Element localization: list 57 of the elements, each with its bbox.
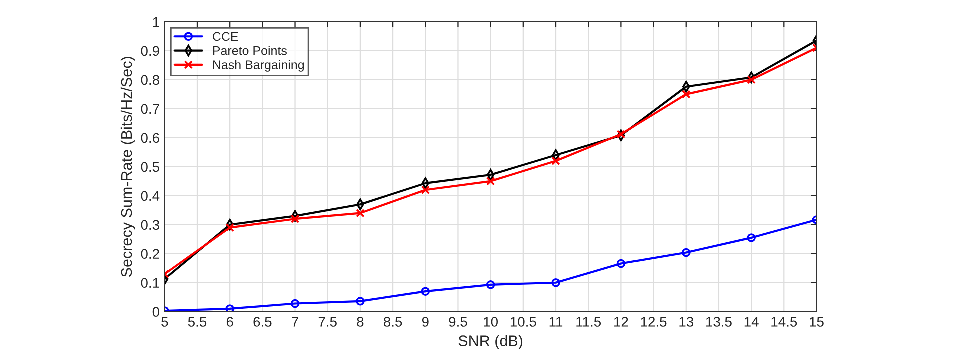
point: [486, 177, 496, 186]
point: [486, 280, 496, 290]
legend-label: Pareto Points: [213, 46, 287, 56]
x-tick-label: 8.5: [384, 317, 402, 327]
x-tick-label: 11: [550, 317, 563, 327]
y-tick-label: 0: [152, 307, 160, 318]
y-tick-label: 0.1: [141, 278, 160, 288]
y-tick-label: 0.4: [141, 191, 160, 202]
x-tick-label: 6: [226, 317, 234, 327]
x-tick-label: 13: [680, 317, 694, 327]
y-tick-label: 0.5: [141, 162, 160, 172]
x-axis-title: SNR (dB): [458, 335, 523, 350]
point: [421, 186, 430, 194]
point: [226, 304, 234, 312]
y-tick-label: 0.8: [141, 75, 160, 86]
x-tick-label: 10.5: [510, 317, 536, 327]
x-tick-label: 14: [744, 317, 759, 327]
point: [552, 278, 560, 288]
point: [747, 76, 756, 84]
point: [290, 214, 300, 224]
legend-label: Nash Bargaining: [213, 60, 304, 72]
point: [682, 90, 691, 99]
point: [421, 287, 430, 296]
legend-label: CCE: [213, 32, 238, 42]
x-tick-label: 5.5: [188, 317, 207, 327]
point: [616, 259, 626, 268]
point: [616, 130, 626, 139]
x-tick-label: 10: [484, 317, 498, 327]
point: [356, 297, 365, 306]
x-tick-label: 9.5: [449, 317, 468, 327]
x-tick-label: 12.5: [641, 317, 667, 327]
point: [552, 156, 560, 166]
x-tick-label: 14.5: [772, 317, 798, 327]
y-tick-label: 0.7: [141, 104, 160, 114]
y-tick-label: 0.3: [141, 220, 160, 230]
point: [682, 248, 691, 258]
x-tick-label: 12: [614, 317, 628, 327]
point: [226, 223, 234, 232]
x-tick-label: 9: [422, 317, 429, 327]
x-tick-label: 6.5: [254, 317, 272, 327]
x-tick-label: 5: [162, 317, 168, 327]
x-tick-label: 11.5: [576, 317, 602, 327]
x-tick-label: 7.5: [318, 317, 337, 327]
y-tick-label: 1: [153, 17, 160, 27]
y-tick-label: 0.9: [141, 46, 160, 56]
x-tick-label: 8: [357, 317, 364, 327]
y-tick-label: 0.2: [141, 249, 160, 260]
point: [290, 299, 300, 308]
x-tick-label: 15: [810, 317, 824, 327]
point: [486, 169, 495, 181]
point: [747, 234, 756, 242]
point: [356, 208, 365, 218]
x-tick-label: 13.5: [706, 317, 732, 327]
x-tick-label: 7: [292, 317, 298, 327]
y-tick-label: 0.6: [141, 133, 160, 144]
point: [617, 130, 626, 142]
y-axis-title: Secrecy Sum-Rate (Bits/Hz/Sec): [120, 57, 136, 278]
